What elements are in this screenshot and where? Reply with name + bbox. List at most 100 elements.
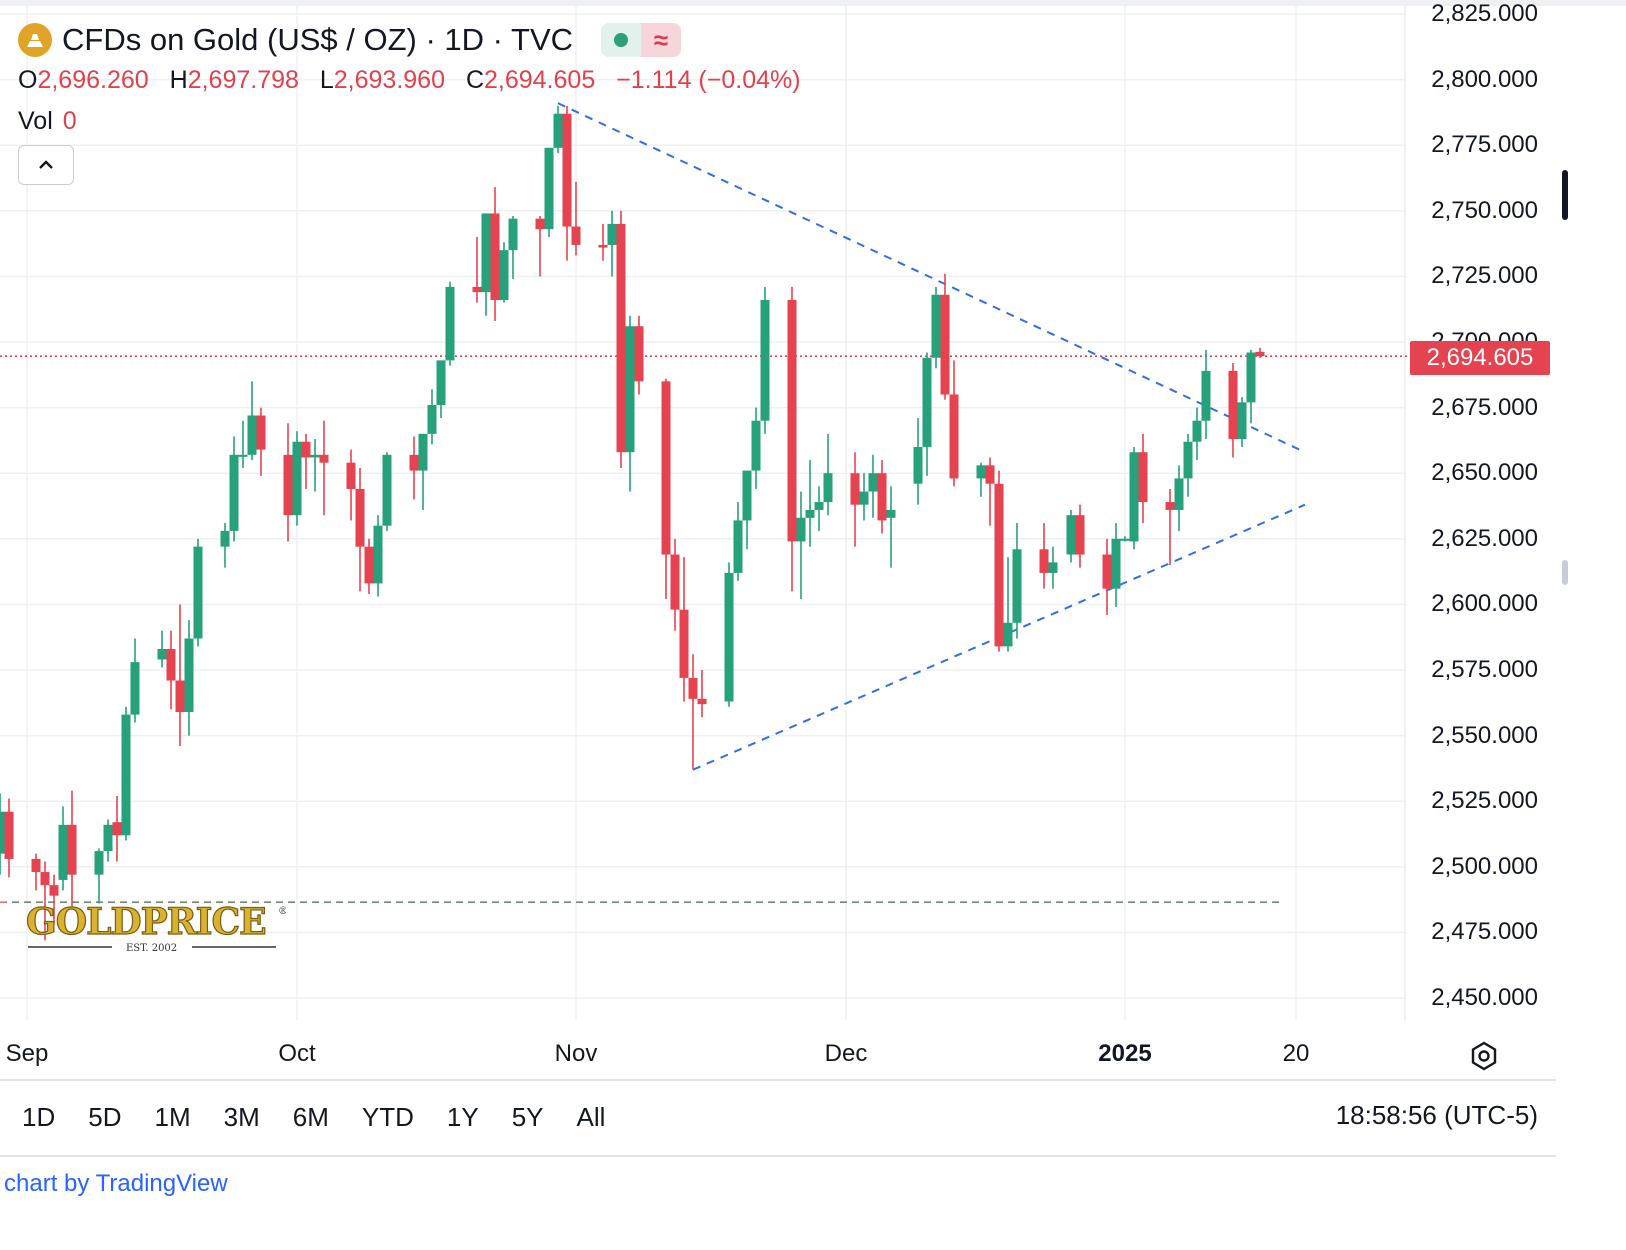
candle-up: [724, 562, 734, 707]
candle-body: [724, 572, 734, 702]
candle-body: [418, 433, 428, 471]
candle-up: [886, 486, 896, 568]
volume-row: Vol 0: [18, 107, 815, 136]
scale-handle-secondary[interactable]: [1562, 560, 1568, 585]
candle-body: [175, 680, 185, 712]
candle-body: [1255, 351, 1265, 357]
candle-body: [985, 465, 995, 484]
candle-body: [661, 381, 671, 555]
range-6m[interactable]: 6M: [292, 1102, 329, 1132]
range-3m[interactable]: 3M: [223, 1102, 260, 1132]
candle-body: [616, 223, 626, 453]
candle-up: [445, 281, 455, 366]
high-label: H: [169, 66, 188, 94]
candle-up: [544, 147, 554, 238]
candle-up: [310, 439, 320, 492]
candle-down: [1165, 488, 1175, 566]
timezone-clock[interactable]: 18:58:56 (UTC-5): [1335, 1100, 1538, 1130]
candle-body: [1012, 549, 1022, 623]
range-all[interactable]: All: [576, 1102, 606, 1132]
candle-down: [688, 654, 698, 770]
candle-body: [733, 520, 743, 573]
candle-up: [373, 515, 383, 597]
candle-down: [1075, 504, 1085, 568]
candle-down: [661, 378, 671, 600]
candle-body: [1201, 370, 1211, 421]
candle-body: [688, 677, 698, 699]
candle-down: [40, 861, 50, 941]
scale-handle[interactable]: [1562, 170, 1568, 220]
price-tick-label: 2,800.000: [1431, 65, 1538, 93]
candle-body: [535, 218, 545, 230]
candle-body: [670, 554, 680, 610]
candle-up: [1048, 546, 1058, 589]
candle-body: [292, 441, 302, 516]
price-tick-label: 2,550.000: [1431, 721, 1538, 749]
symbol-title[interactable]: CFDs on Gold (US$ / OZ) · 1D · TVC: [62, 22, 574, 57]
range-5y[interactable]: 5Y: [511, 1102, 544, 1132]
candle-up: [382, 452, 392, 531]
candle-body: [850, 473, 860, 505]
candle-body: [1102, 554, 1112, 589]
candle-up: [859, 473, 869, 521]
candle-up: [157, 630, 167, 668]
price-tick-label: 2,575.000: [1431, 656, 1538, 683]
candle-up: [976, 462, 986, 497]
candle-body: [0, 811, 5, 854]
candle-body: [319, 454, 329, 463]
range-1y[interactable]: 1Y: [446, 1102, 479, 1132]
candle-body: [499, 250, 509, 301]
candle-up: [1237, 397, 1247, 447]
last-price-tag: 2,694.605: [1410, 341, 1550, 375]
candle-down: [1039, 523, 1049, 589]
candle-body: [1075, 515, 1085, 555]
candle-up: [913, 418, 923, 505]
candle-down: [256, 407, 266, 476]
candle-down: [31, 853, 41, 891]
candle-up: [931, 286, 941, 369]
range-ytd[interactable]: YTD: [361, 1102, 414, 1132]
price-tick-label: 2,750.000: [1431, 196, 1538, 224]
candle-up: [760, 286, 770, 434]
range-1m[interactable]: 1M: [154, 1102, 191, 1132]
candles: [0, 105, 1265, 941]
candle-up: [922, 352, 932, 476]
candle-down: [562, 105, 572, 261]
candle-body: [742, 470, 752, 521]
market-status[interactable]: ≈: [601, 23, 682, 57]
candle-body: [121, 714, 131, 836]
candle-down: [877, 460, 887, 534]
candle-body: [571, 226, 581, 245]
open-value: 2,696.260: [37, 66, 149, 94]
candle-body: [787, 300, 797, 542]
range-1d[interactable]: 1D: [22, 1102, 56, 1132]
candle-up: [130, 638, 140, 723]
candle-up: [733, 502, 743, 581]
candle-down: [949, 360, 959, 487]
candle-up: [823, 433, 833, 516]
candle-body: [859, 491, 869, 505]
price-tick-label: 2,625.000: [1431, 524, 1538, 552]
candle-up: [238, 420, 248, 468]
gold-bars-icon[interactable]: [18, 23, 52, 57]
candle-body: [868, 473, 878, 492]
candle-down: [490, 187, 500, 322]
time-tick-label: Nov: [554, 1040, 598, 1067]
collapse-legend-button[interactable]: [18, 145, 74, 185]
candle-up: [94, 848, 104, 904]
candle-body: [1120, 538, 1130, 541]
candle-body: [1165, 502, 1175, 510]
candle-down: [1138, 433, 1148, 524]
candle-body: [877, 473, 887, 521]
candle-down: [409, 436, 419, 500]
candle-body: [58, 824, 68, 880]
candle-down: [616, 210, 626, 468]
tradingview-attribution-link[interactable]: chart by TradingView: [4, 1170, 228, 1197]
chart-footer-divider: [0, 1079, 1556, 1081]
candle-up: [1066, 509, 1076, 563]
settings-icon[interactable]: [1468, 1040, 1500, 1072]
candle-up: [220, 523, 230, 568]
range-5d[interactable]: 5D: [88, 1102, 122, 1132]
candle-up: [751, 407, 761, 489]
